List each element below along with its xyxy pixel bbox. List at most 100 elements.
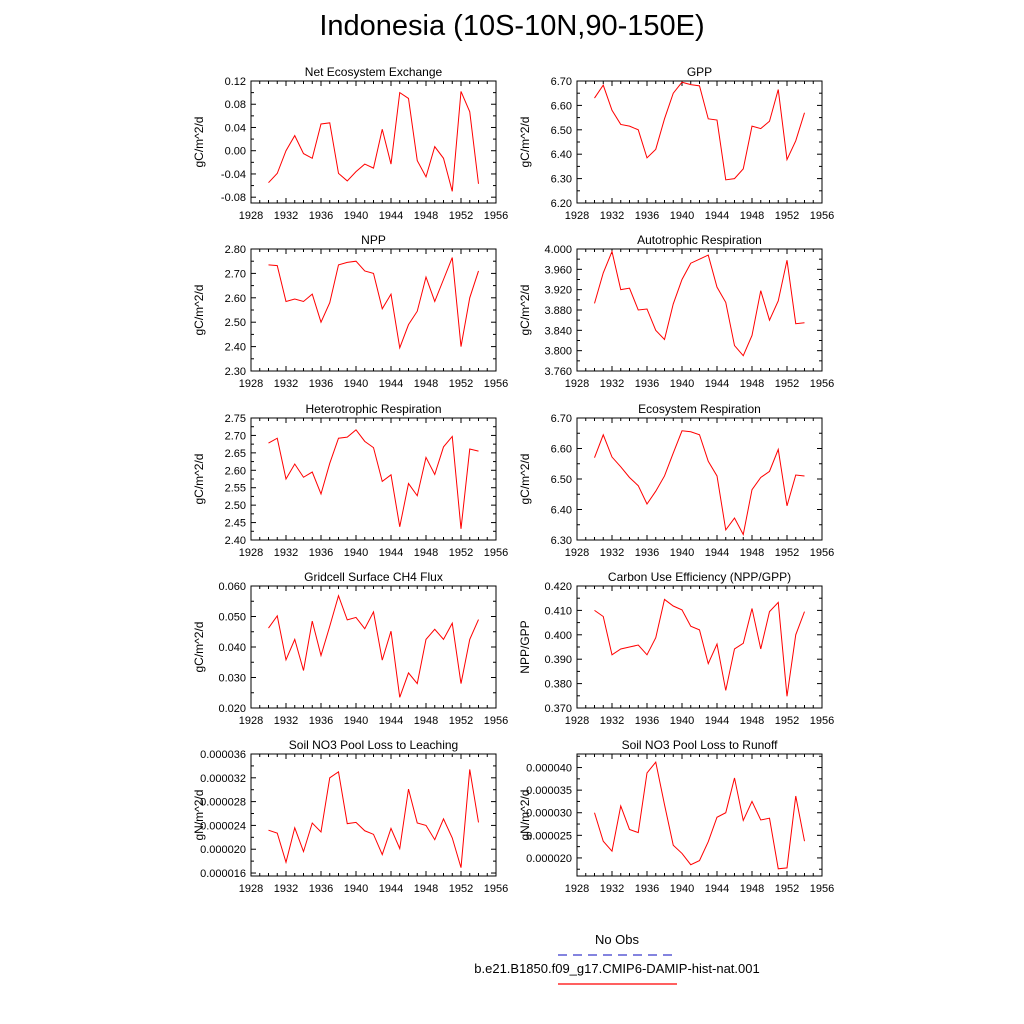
y-tick-label: 2.50 (225, 317, 246, 329)
x-tick-label: 1936 (309, 715, 333, 727)
x-tick-label: 1932 (274, 210, 298, 222)
y-tick-label: 6.60 (551, 444, 572, 456)
x-tick-label: 1948 (414, 883, 438, 895)
x-tick-label: 1952 (775, 715, 799, 727)
y-tick-label: 0.000040 (526, 763, 572, 775)
x-tick-label: 1928 (239, 883, 263, 895)
x-tick-label: 1940 (344, 378, 368, 390)
x-tick-label: 1948 (740, 715, 764, 727)
chart-panel-8: Carbon Use Efficiency (NPP/GPP) 1928 1932 1… (518, 570, 834, 727)
y-tick-label: 3.880 (544, 305, 572, 317)
chart-panel-9: Soil NO3 Pool Loss to Leaching 1928 1932 19… (192, 738, 508, 895)
y-tick-label: 6.70 (551, 413, 572, 425)
x-tick-label: 1940 (344, 210, 368, 222)
y-tick-label: 0.030 (218, 673, 246, 685)
y-tick-label: 0.000020 (200, 844, 246, 856)
x-tick-label: 1932 (600, 883, 624, 895)
figure-title: Indonesia (10S-10N,90-150E) (319, 10, 705, 42)
y-tick-label: 2.55 (225, 483, 246, 495)
x-tick-label: 1940 (670, 883, 694, 895)
panel-title: Net Ecosystem Exchange (305, 65, 443, 79)
series-line (268, 594, 479, 698)
plot-frame (250, 585, 497, 709)
x-tick-label: 1932 (274, 715, 298, 727)
y-tick-label: 6.60 (551, 100, 572, 112)
y-tick-label: 0.020 (218, 703, 246, 715)
y-tick-label: 2.65 (225, 448, 246, 460)
x-tick-label: 1952 (449, 210, 473, 222)
y-tick-label: 0.000032 (200, 773, 246, 785)
y-tick-label: 3.840 (544, 325, 572, 337)
x-tick-label: 1928 (565, 883, 589, 895)
y-tick-label: 0.040 (218, 642, 246, 654)
x-tick-label: 1944 (705, 883, 729, 895)
x-tick-label: 1948 (414, 378, 438, 390)
y-tick-label: 0.410 (544, 605, 572, 617)
y-axis-label: gN/m^2/d (192, 790, 206, 841)
series-line (594, 81, 805, 181)
x-tick-label: 1940 (670, 378, 694, 390)
series-line (268, 769, 479, 868)
x-tick-label: 1928 (239, 378, 263, 390)
series-line (268, 91, 479, 192)
x-tick-label: 1928 (565, 715, 589, 727)
series-line (268, 429, 479, 529)
x-tick-label: 1956 (810, 715, 834, 727)
x-tick-label: 1940 (670, 210, 694, 222)
legend-obs-label: No Obs (594, 932, 640, 947)
x-tick-label: 1932 (600, 715, 624, 727)
y-tick-label: 0.050 (218, 612, 246, 624)
x-tick-label: 1936 (635, 883, 659, 895)
x-tick-label: 1940 (344, 883, 368, 895)
x-tick-label: 1956 (810, 547, 834, 559)
y-tick-label: 0.12 (225, 76, 246, 88)
x-tick-label: 1940 (670, 547, 694, 559)
y-tick-label: 0.00 (225, 146, 246, 158)
y-axis-label: gC/m^2/d (518, 117, 532, 168)
y-tick-label: 3.920 (544, 285, 572, 297)
y-tick-label: 6.70 (551, 76, 572, 88)
y-tick-label: 2.40 (225, 535, 246, 547)
panel-title: Soil NO3 Pool Loss to Leaching (289, 738, 458, 752)
x-tick-label: 1936 (309, 883, 333, 895)
x-tick-label: 1952 (449, 547, 473, 559)
x-tick-label: 1928 (565, 210, 589, 222)
x-tick-label: 1940 (670, 715, 694, 727)
plot-frame (576, 585, 823, 709)
x-tick-label: 1952 (775, 547, 799, 559)
y-tick-label: 2.60 (225, 293, 246, 305)
x-tick-label: 1928 (565, 378, 589, 390)
x-tick-label: 1956 (810, 378, 834, 390)
chart-panel-10: Soil NO3 Pool Loss to Runoff 1928 1932 1936… (518, 738, 834, 895)
plot-frame (576, 753, 823, 877)
y-tick-label: 3.960 (544, 264, 572, 276)
x-tick-label: 1940 (344, 547, 368, 559)
x-tick-label: 1956 (810, 883, 834, 895)
series-line (268, 257, 479, 350)
x-tick-label: 1928 (239, 210, 263, 222)
x-tick-label: 1936 (309, 378, 333, 390)
x-tick-label: 1932 (600, 378, 624, 390)
x-tick-label: 1948 (414, 210, 438, 222)
panel-title: Heterotrophic Respiration (305, 402, 441, 416)
x-tick-label: 1956 (484, 378, 508, 390)
y-tick-label: 6.50 (551, 125, 572, 137)
x-tick-label: 1932 (274, 547, 298, 559)
x-tick-label: 1928 (239, 547, 263, 559)
x-tick-label: 1936 (635, 715, 659, 727)
series-line (594, 249, 805, 357)
y-tick-label: -0.04 (221, 169, 246, 181)
y-tick-label: 0.000025 (526, 830, 572, 842)
y-tick-label: 6.20 (551, 198, 572, 210)
x-tick-label: 1956 (484, 883, 508, 895)
y-axis-label: gC/m^2/d (518, 454, 532, 505)
y-tick-label: 2.40 (225, 342, 246, 354)
x-tick-label: 1956 (484, 210, 508, 222)
y-axis-label: gC/m^2/d (518, 285, 532, 336)
x-tick-label: 1932 (600, 210, 624, 222)
x-tick-label: 1948 (740, 210, 764, 222)
y-axis-label: gC/m^2/d (192, 622, 206, 673)
y-tick-label: 2.70 (225, 430, 246, 442)
y-tick-label: 4.000 (544, 244, 572, 256)
x-tick-label: 1928 (239, 715, 263, 727)
